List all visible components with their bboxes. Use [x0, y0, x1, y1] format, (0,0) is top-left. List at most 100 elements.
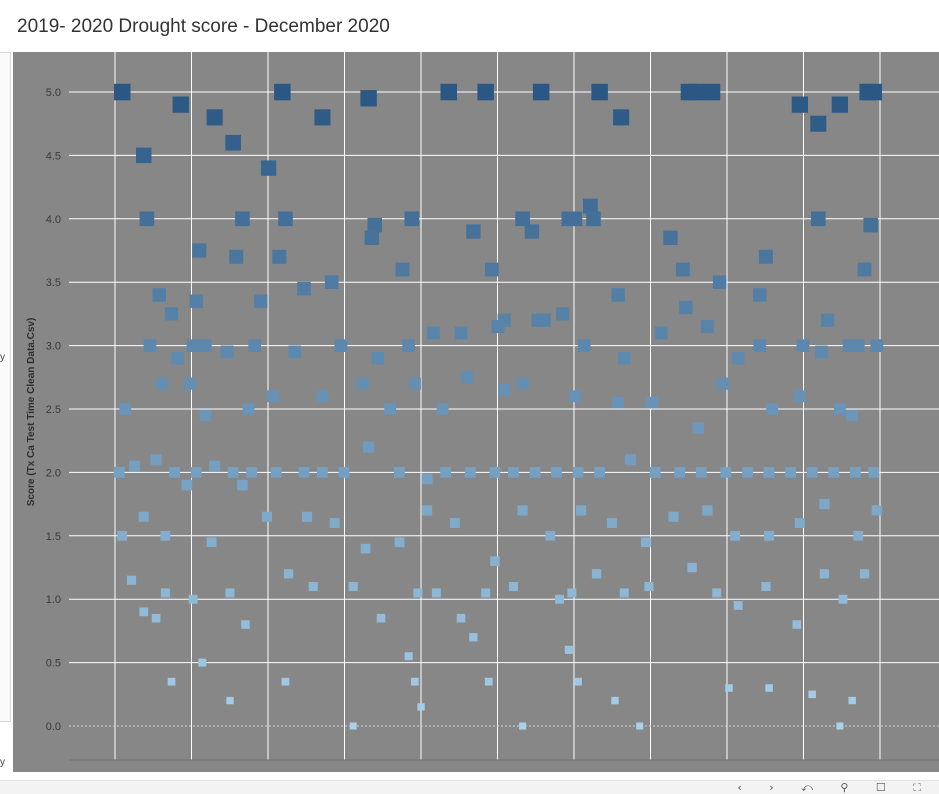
scatter-point[interactable] — [421, 473, 433, 485]
scatter-point[interactable] — [831, 96, 848, 113]
scatter-point[interactable] — [516, 377, 529, 390]
scatter-point[interactable] — [395, 262, 410, 277]
scatter-point[interactable] — [367, 217, 383, 233]
scatter-point[interactable] — [796, 339, 810, 352]
scatter-point[interactable] — [417, 703, 425, 711]
scatter-point[interactable] — [641, 537, 651, 548]
scatter-point[interactable] — [254, 294, 268, 308]
scatter-point[interactable] — [349, 722, 357, 730]
scatter-point[interactable] — [151, 613, 161, 623]
scatter-point[interactable] — [143, 339, 157, 352]
scatter-point[interactable] — [186, 339, 200, 352]
scatter-point[interactable] — [411, 677, 419, 686]
scatter-point[interactable] — [753, 288, 767, 302]
scatter-point[interactable] — [464, 467, 476, 478]
scatter-point[interactable] — [283, 569, 294, 579]
scatter-point[interactable] — [242, 403, 255, 415]
scatter-point[interactable] — [297, 281, 311, 296]
scatter-point[interactable] — [426, 326, 440, 340]
scatter-point[interactable] — [172, 96, 189, 113]
scatter-point[interactable] — [436, 403, 449, 415]
scatter-point[interactable] — [574, 677, 582, 686]
scatter-point[interactable] — [567, 588, 577, 598]
scatter-point[interactable] — [316, 390, 329, 403]
scatter-point[interactable] — [227, 467, 239, 478]
scatter-point[interactable] — [394, 537, 405, 548]
scatter-point[interactable] — [679, 300, 693, 315]
scatter-point[interactable] — [654, 326, 668, 340]
scatter-point[interactable] — [440, 467, 451, 478]
scatter-point[interactable] — [591, 569, 602, 579]
scatter-point[interactable] — [712, 275, 727, 289]
scatter-point[interactable] — [646, 396, 658, 409]
scatter-point[interactable] — [808, 690, 816, 699]
scatter-point[interactable] — [529, 467, 541, 478]
scatter-point[interactable] — [481, 588, 491, 598]
scatter-point[interactable] — [484, 677, 493, 686]
scatter-point[interactable] — [246, 467, 257, 478]
scatter-point[interactable] — [189, 294, 203, 308]
scatter-point[interactable] — [524, 224, 540, 239]
scatter-point[interactable] — [206, 109, 223, 126]
scatter-point[interactable] — [119, 403, 132, 415]
scatter-point[interactable] — [126, 575, 137, 585]
scatter-point[interactable] — [753, 339, 767, 352]
scatter-point[interactable] — [675, 262, 690, 277]
scatter-point[interactable] — [555, 594, 564, 604]
scatter-point[interactable] — [857, 262, 872, 277]
scatter-point[interactable] — [838, 594, 848, 604]
scatter-point[interactable] — [674, 467, 686, 478]
scatter-point[interactable] — [508, 582, 518, 592]
scatter-point[interactable] — [853, 530, 864, 541]
scatter-point[interactable] — [732, 352, 745, 365]
scatter-point[interactable] — [288, 345, 301, 359]
scatter-point[interactable] — [551, 467, 562, 478]
scatter-point[interactable] — [586, 211, 601, 227]
scatter-point[interactable] — [792, 620, 802, 629]
scatter-point[interactable] — [765, 684, 773, 692]
scatter-point[interactable] — [868, 467, 880, 478]
scatter-point[interactable] — [763, 467, 775, 478]
scatter-point[interactable] — [531, 313, 545, 327]
scatter-point[interactable] — [515, 211, 530, 227]
scatter-point[interactable] — [490, 556, 500, 566]
scatter-point[interactable] — [237, 479, 248, 491]
scatter-point[interactable] — [819, 569, 830, 579]
scatter-point[interactable] — [819, 498, 830, 510]
scatter-point[interactable] — [209, 460, 221, 472]
scatter-point[interactable] — [761, 582, 771, 592]
scatter-point[interactable] — [766, 403, 778, 415]
scatter-point[interactable] — [791, 96, 808, 113]
scatter-point[interactable] — [129, 460, 140, 472]
scatter-point[interactable] — [360, 90, 377, 107]
scatter-point[interactable] — [865, 83, 883, 101]
scatter-point[interactable] — [764, 530, 774, 541]
scatter-point[interactable] — [456, 613, 466, 623]
scatter-point[interactable] — [225, 134, 241, 151]
scatter-point[interactable] — [567, 211, 583, 227]
scatter-point[interactable] — [611, 288, 625, 302]
scatter-point[interactable] — [498, 384, 511, 396]
scatter-point[interactable] — [248, 339, 261, 352]
scatter-point[interactable] — [532, 83, 550, 101]
scatter-point[interactable] — [569, 390, 581, 403]
scatter-point[interactable] — [183, 377, 196, 390]
scatter-point[interactable] — [226, 696, 234, 705]
scatter-point[interactable] — [164, 307, 179, 321]
scatter-point[interactable] — [136, 147, 152, 164]
scatter-point[interactable] — [695, 467, 707, 478]
scatter-point[interactable] — [363, 441, 375, 453]
scatter-point[interactable] — [267, 390, 280, 403]
scatter-point[interactable] — [152, 288, 167, 302]
scatter-point[interactable] — [272, 249, 287, 264]
scatter-point[interactable] — [859, 569, 870, 579]
scatter-point[interactable] — [404, 652, 413, 661]
scatter-point[interactable] — [576, 505, 587, 516]
scatter-point[interactable] — [376, 613, 386, 623]
scatter-point[interactable] — [692, 422, 705, 434]
scatter-point[interactable] — [329, 518, 340, 529]
scatter-point[interactable] — [619, 588, 629, 598]
scatter-point[interactable] — [624, 454, 636, 466]
scatter-point[interactable] — [171, 352, 184, 365]
scatter-point[interactable] — [730, 530, 740, 541]
